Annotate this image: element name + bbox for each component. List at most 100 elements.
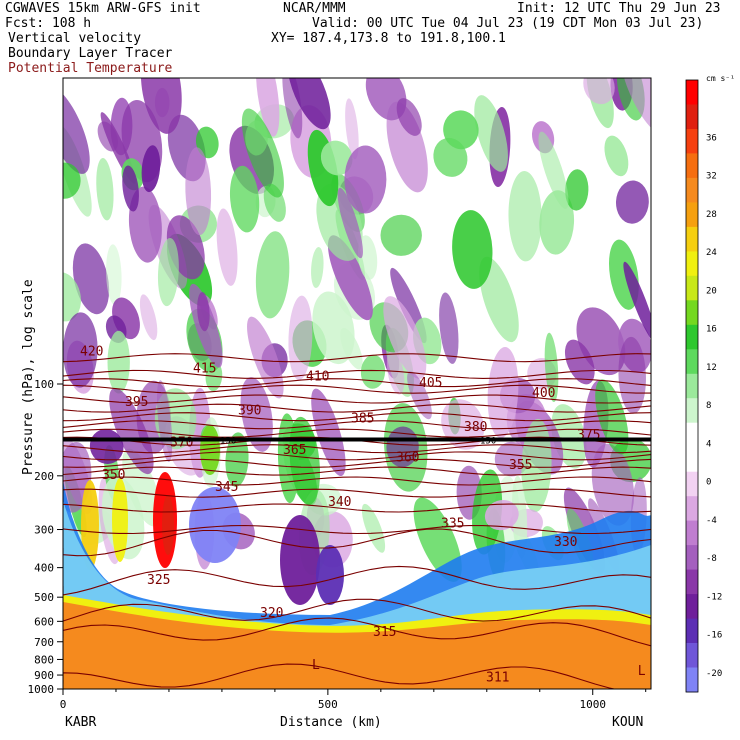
vertical-velocity-field	[63, 78, 651, 689]
colorbar-unit: cm s⁻¹	[706, 74, 735, 83]
theta-contour-line	[63, 451, 651, 461]
field-boundary-layer-tracer: Boundary Layer Tracer	[8, 46, 173, 61]
colorbar-swatch	[686, 80, 698, 105]
colorbar-tick-label: 12	[706, 363, 717, 373]
theta-contour-label: 410	[306, 370, 329, 385]
x-tick-label: 1000	[579, 698, 606, 711]
colorbar-swatch	[686, 447, 698, 473]
y-tick-label: 200	[34, 470, 54, 483]
colorbar-tick-label: -20	[706, 669, 722, 679]
colorbar-swatch	[686, 153, 698, 179]
colorbar-tick-label: -12	[706, 592, 722, 602]
colorbar-swatch	[686, 398, 698, 424]
theta-contour-label: 330	[554, 535, 577, 550]
colorbar-tick-label: -4	[706, 516, 717, 526]
theta-contour-line	[63, 444, 651, 454]
endpoint-left: KABR	[65, 715, 96, 730]
colorbar-tick-label: 0	[706, 478, 711, 488]
theta-contour-line	[63, 458, 651, 468]
theta-contour-label: 385	[351, 412, 374, 427]
colorbar-swatch	[686, 104, 698, 130]
init-time: Init: 12 UTC Thu 29 Jun 23	[517, 1, 721, 16]
colorbar-swatch	[686, 202, 698, 228]
colorbar-swatch	[686, 349, 698, 375]
theta-contour-label: 355	[509, 458, 532, 473]
theta-contour-line	[63, 524, 651, 535]
colorbar: -20 -16 -12 -8 -4 0 4 8 12 16 20 24 28 32 36	[685, 79, 722, 693]
colorbar-swatch	[686, 496, 698, 522]
colorbar-tick-label: 4	[706, 439, 711, 449]
theta-contour-label: 365	[283, 443, 306, 458]
theta-contour-line	[63, 503, 651, 513]
colorbar-tick-label: -16	[706, 631, 722, 641]
theta-contour-line	[63, 488, 651, 498]
forecast-hour: Fcst: 108 h	[5, 16, 92, 31]
colorbar-swatch	[686, 226, 698, 252]
theta-contour-label: 415	[193, 361, 216, 376]
colorbar-tick-label: 16	[706, 325, 717, 335]
theta-contour-line	[63, 617, 651, 647]
colorbar-swatch	[686, 373, 698, 399]
theta-contour-line	[63, 528, 651, 557]
y-axis-label: Pressure (hPa), log scale	[21, 279, 36, 475]
theta-contour-line	[63, 353, 651, 363]
colorbar-swatch	[686, 300, 698, 326]
y-tick-label: 600	[34, 615, 54, 628]
x-tick-label: 0	[60, 698, 67, 711]
field-potential-temperature: Potential Temperature	[8, 61, 173, 76]
colorbar-tick-label: -8	[706, 554, 717, 564]
y-tick-label: 400	[34, 562, 54, 575]
theta-contour-line	[63, 394, 651, 404]
theta-contour-line	[63, 369, 651, 379]
colorbar-swatch	[686, 177, 698, 203]
center-label: NCAR/MMM	[283, 1, 346, 16]
theta-contour-label: 420	[80, 345, 103, 360]
model-title: CGWAVES 15km ARW-GFS init	[5, 1, 201, 16]
theta-contour-line	[63, 384, 651, 394]
theta-contour-line	[63, 378, 651, 388]
theta-contour-label: 335	[441, 517, 464, 532]
colorbar-swatch	[686, 569, 698, 595]
theta-contour-line	[63, 466, 651, 476]
theta-contour-label: 405	[419, 376, 442, 391]
colorbar-tick-label: 32	[706, 172, 717, 182]
y-tick-label: 900	[34, 669, 54, 682]
theta-contour-line	[63, 428, 651, 438]
theta-contour-line	[63, 412, 651, 422]
colorbar-swatch	[686, 251, 698, 277]
x-tick-label: 500	[318, 698, 338, 711]
field-vertical-velocity: Vertical velocity	[8, 31, 142, 46]
theta-contour-label: 320	[260, 606, 283, 621]
low-marker: L	[638, 664, 646, 679]
theta-contour-label: 400	[532, 386, 555, 401]
theta-contour-line	[63, 420, 651, 430]
colorbar-swatch	[686, 471, 698, 497]
theta-contour-line	[63, 663, 617, 689]
y-tick-label: 800	[34, 653, 54, 666]
pressure-150-label: 150	[220, 436, 236, 446]
colorbar-swatch	[686, 520, 698, 546]
theta-contour-line	[63, 565, 651, 596]
colorbar-swatch	[686, 594, 698, 619]
theta-contour-label: 380	[464, 420, 487, 435]
y-tick-label: 100	[34, 378, 54, 391]
theta-contour-label: 360	[396, 450, 419, 465]
theta-contour-line	[63, 403, 651, 413]
colorbar-tick-label: 20	[706, 286, 717, 296]
colorbar-swatch	[686, 545, 698, 570]
theta-contour-label: 395	[125, 395, 148, 410]
y-tick-label: 500	[34, 591, 54, 604]
theta-contour-label: 390	[238, 404, 261, 419]
theta-contour-label: 350	[102, 468, 125, 483]
colorbar-swatch	[686, 422, 698, 448]
valid-time: Valid: 00 UTC Tue 04 Jul 23 (19 CDT Mon …	[312, 16, 704, 31]
colorbar-swatch	[686, 667, 698, 693]
colorbar-tick-label: 24	[706, 248, 717, 258]
colorbar-swatch	[686, 324, 698, 350]
theta-contour-label: 311	[486, 671, 509, 686]
low-marker: L	[312, 658, 320, 673]
y-tick-label: 1000	[28, 683, 55, 696]
colorbar-swatch	[686, 275, 698, 301]
x-axis-label: Distance (km)	[280, 715, 382, 730]
